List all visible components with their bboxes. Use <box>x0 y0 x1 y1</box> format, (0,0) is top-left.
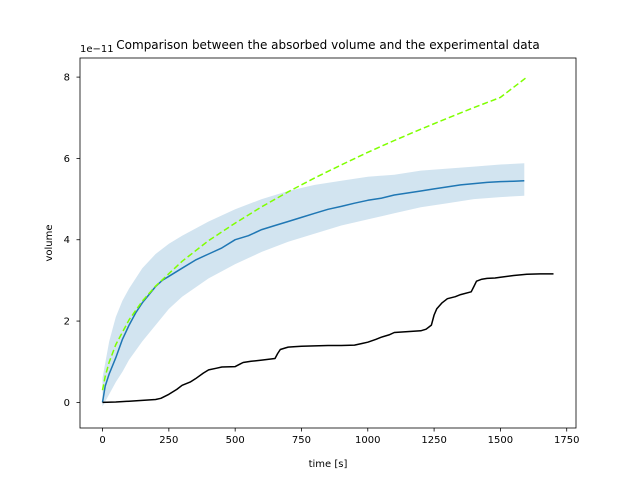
x-tick-label: 0 <box>99 435 105 446</box>
y-tick-label: 4 <box>64 235 70 246</box>
mean-series-line <box>101 180 525 403</box>
uncertainty-band <box>102 163 525 407</box>
y-axis-label: volume <box>44 224 55 261</box>
x-axis-label: time [s] <box>309 459 348 470</box>
x-tick-label: 1500 <box>488 435 513 446</box>
y-tick-label: 8 <box>64 73 70 84</box>
chart-title: Comparison between the absorbed volume a… <box>116 38 539 52</box>
axes-layer: 0 250 500 750 1000 1250 1500 1750 0 2 4 6 8 <box>64 57 579 446</box>
x-tick-label: 1750 <box>554 435 579 446</box>
dashed-series-line <box>101 76 528 391</box>
x-tick-label: 250 <box>159 435 178 446</box>
x-tick-label: 1250 <box>421 435 446 446</box>
x-tick-label: 750 <box>292 435 311 446</box>
y-tick-label: 6 <box>64 154 70 165</box>
experiment-series-line <box>102 273 554 404</box>
axes-frame <box>79 57 577 429</box>
y-axis-scale-note: 1e−11 <box>80 44 114 55</box>
y-tick-label: 2 <box>64 317 70 328</box>
plot-area <box>101 76 554 407</box>
plot-layer <box>101 76 554 407</box>
x-tick-label: 1000 <box>355 435 380 446</box>
x-tick-label: 500 <box>226 435 245 446</box>
y-tick-label: 0 <box>64 398 70 409</box>
